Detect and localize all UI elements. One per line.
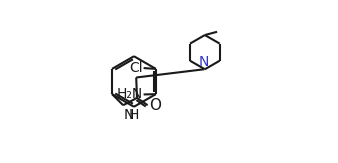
Text: Cl: Cl [129,61,143,75]
Text: O: O [149,98,161,113]
Text: H₂N: H₂N [117,88,143,101]
Text: N: N [124,108,134,122]
Text: H: H [128,108,139,122]
Text: N: N [199,55,209,69]
